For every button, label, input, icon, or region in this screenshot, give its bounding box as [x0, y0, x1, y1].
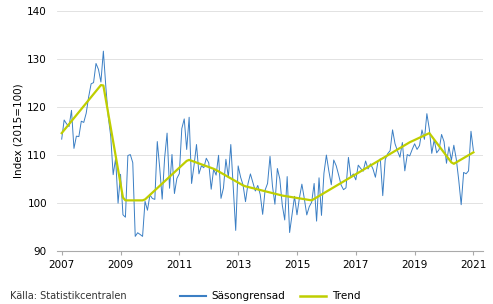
Säsongrensad [456, 178, 461, 182]
Säsongrensad [174, 177, 180, 180]
Trend [456, 159, 461, 163]
Säsongrensad [414, 148, 420, 151]
Y-axis label: Index (2015=100): Index (2015=100) [13, 83, 23, 178]
Säsongrensad [392, 142, 398, 146]
Trend [122, 199, 128, 202]
Säsongrensad [101, 49, 106, 53]
Legend: Säsongrensad, Trend: Säsongrensad, Trend [176, 287, 364, 304]
Säsongrensad [132, 235, 138, 238]
Text: Källa: Statistikcentralen: Källa: Statistikcentralen [10, 291, 127, 301]
Line: Säsongrensad: Säsongrensad [62, 51, 473, 237]
Trend [174, 168, 180, 172]
Trend [98, 83, 104, 87]
Trend [59, 131, 65, 135]
Säsongrensad [385, 152, 390, 156]
Säsongrensad [470, 149, 476, 153]
Säsongrensad [59, 137, 65, 141]
Line: Trend: Trend [62, 85, 473, 200]
Trend [225, 175, 231, 179]
Säsongrensad [225, 175, 231, 179]
Trend [392, 149, 398, 153]
Trend [385, 154, 390, 157]
Trend [414, 137, 420, 141]
Trend [470, 150, 476, 154]
